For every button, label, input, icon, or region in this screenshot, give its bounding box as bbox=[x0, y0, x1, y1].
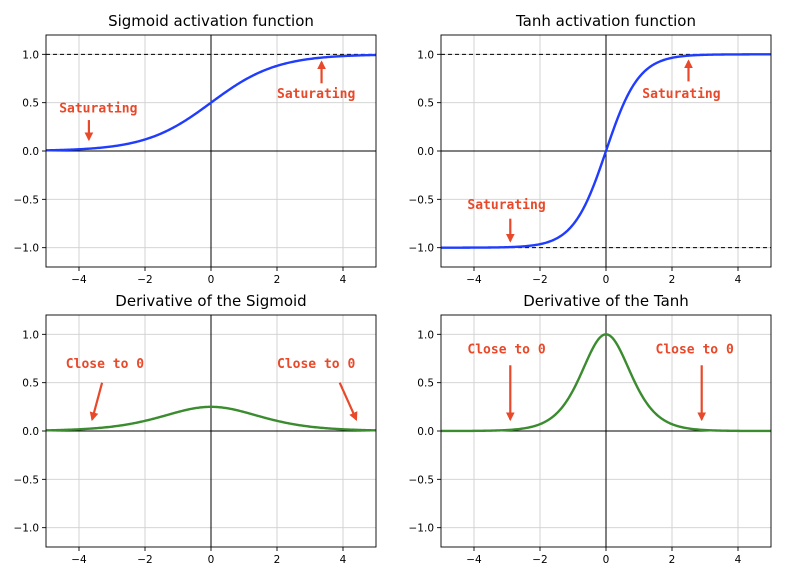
y-tick-label: 1.0 bbox=[417, 329, 434, 341]
x-tick-label: 4 bbox=[735, 554, 742, 566]
annotation-label: Close to 0 bbox=[656, 343, 734, 358]
y-tick-label: 0.5 bbox=[417, 378, 434, 390]
chart-title: Derivative of the Sigmoid bbox=[115, 292, 306, 310]
chart-panel-4: −4 −2 0 2 4 −1.0 −0.5 0.0 0.5 1.0 Derivative of th… bbox=[409, 292, 772, 566]
x-tick-label: 0 bbox=[603, 554, 610, 566]
x-tick-label: −4 bbox=[71, 274, 87, 286]
x-tick-label: 0 bbox=[208, 554, 215, 566]
annotation-label: Saturating bbox=[467, 198, 545, 213]
y-tick-label: 0.5 bbox=[417, 98, 434, 110]
chart-title: Sigmoid activation function bbox=[108, 12, 314, 30]
x-tick-label: 4 bbox=[340, 274, 347, 286]
y-tick-label: 1.0 bbox=[417, 49, 434, 61]
y-tick-label: −1.0 bbox=[409, 523, 435, 535]
y-tick-label: −1.0 bbox=[14, 243, 40, 255]
y-tick-label: −0.5 bbox=[409, 194, 435, 206]
annotation-label: Saturating bbox=[642, 87, 720, 102]
series-line-tanh bbox=[441, 53, 771, 249]
series-line-sigmoid bbox=[46, 53, 376, 152]
y-tick-label: 0.0 bbox=[417, 426, 434, 438]
y-tick-label: −0.5 bbox=[409, 474, 435, 486]
y-tick-label: −1.0 bbox=[14, 523, 40, 535]
annotation-arrow bbox=[89, 382, 104, 422]
chart-panel-1: −4 −2 0 2 4 −1.0 −0.5 0.0 0.5 1.0 Sigmoid activati… bbox=[14, 12, 377, 286]
annotation-label: Saturating bbox=[59, 101, 137, 116]
x-tick-label: −4 bbox=[71, 554, 87, 566]
y-tick-label: 0.0 bbox=[417, 146, 434, 158]
y-tick-label: 0.5 bbox=[22, 98, 39, 110]
series-line-sigmoid_derivative bbox=[46, 405, 376, 432]
x-tick-label: 2 bbox=[669, 274, 676, 286]
x-tick-label: 4 bbox=[340, 554, 347, 566]
x-tick-label: 2 bbox=[274, 274, 281, 286]
y-tick-label: 0.0 bbox=[22, 146, 39, 158]
annotation-label: Close to 0 bbox=[467, 343, 545, 358]
x-tick-label: 0 bbox=[603, 274, 610, 286]
x-tick-label: 2 bbox=[274, 554, 281, 566]
annotation-label: Saturating bbox=[277, 87, 355, 102]
y-tick-label: 1.0 bbox=[22, 329, 39, 341]
series-line-tanh_derivative bbox=[441, 333, 771, 433]
chart-title: Derivative of the Tanh bbox=[523, 292, 689, 310]
y-tick-label: −1.0 bbox=[409, 243, 435, 255]
y-tick-label: −0.5 bbox=[14, 194, 40, 206]
x-tick-label: −4 bbox=[466, 554, 482, 566]
annotation-label: Close to 0 bbox=[277, 357, 355, 372]
x-tick-label: −4 bbox=[466, 274, 482, 286]
annotation-label: Close to 0 bbox=[66, 357, 144, 372]
x-tick-label: 4 bbox=[735, 274, 742, 286]
x-tick-label: −2 bbox=[532, 554, 547, 566]
y-tick-label: −0.5 bbox=[14, 474, 40, 486]
x-tick-label: 2 bbox=[669, 554, 676, 566]
y-tick-label: 1.0 bbox=[22, 49, 39, 61]
chart-title: Tanh activation function bbox=[515, 12, 696, 30]
y-tick-label: 0.0 bbox=[22, 426, 39, 438]
annotation-arrow bbox=[338, 382, 358, 422]
chart-panel-2: −4 −2 0 2 4 −1.0 −0.5 0.0 0.5 1.0 Tanh activation … bbox=[409, 12, 772, 286]
x-tick-label: −2 bbox=[137, 554, 152, 566]
x-tick-label: 0 bbox=[208, 274, 215, 286]
x-tick-label: −2 bbox=[137, 274, 152, 286]
y-tick-label: 0.5 bbox=[22, 378, 39, 390]
x-tick-label: −2 bbox=[532, 274, 547, 286]
chart-panel-3: −4 −2 0 2 4 −1.0 −0.5 0.0 0.5 1.0 Derivative of th… bbox=[14, 292, 377, 566]
